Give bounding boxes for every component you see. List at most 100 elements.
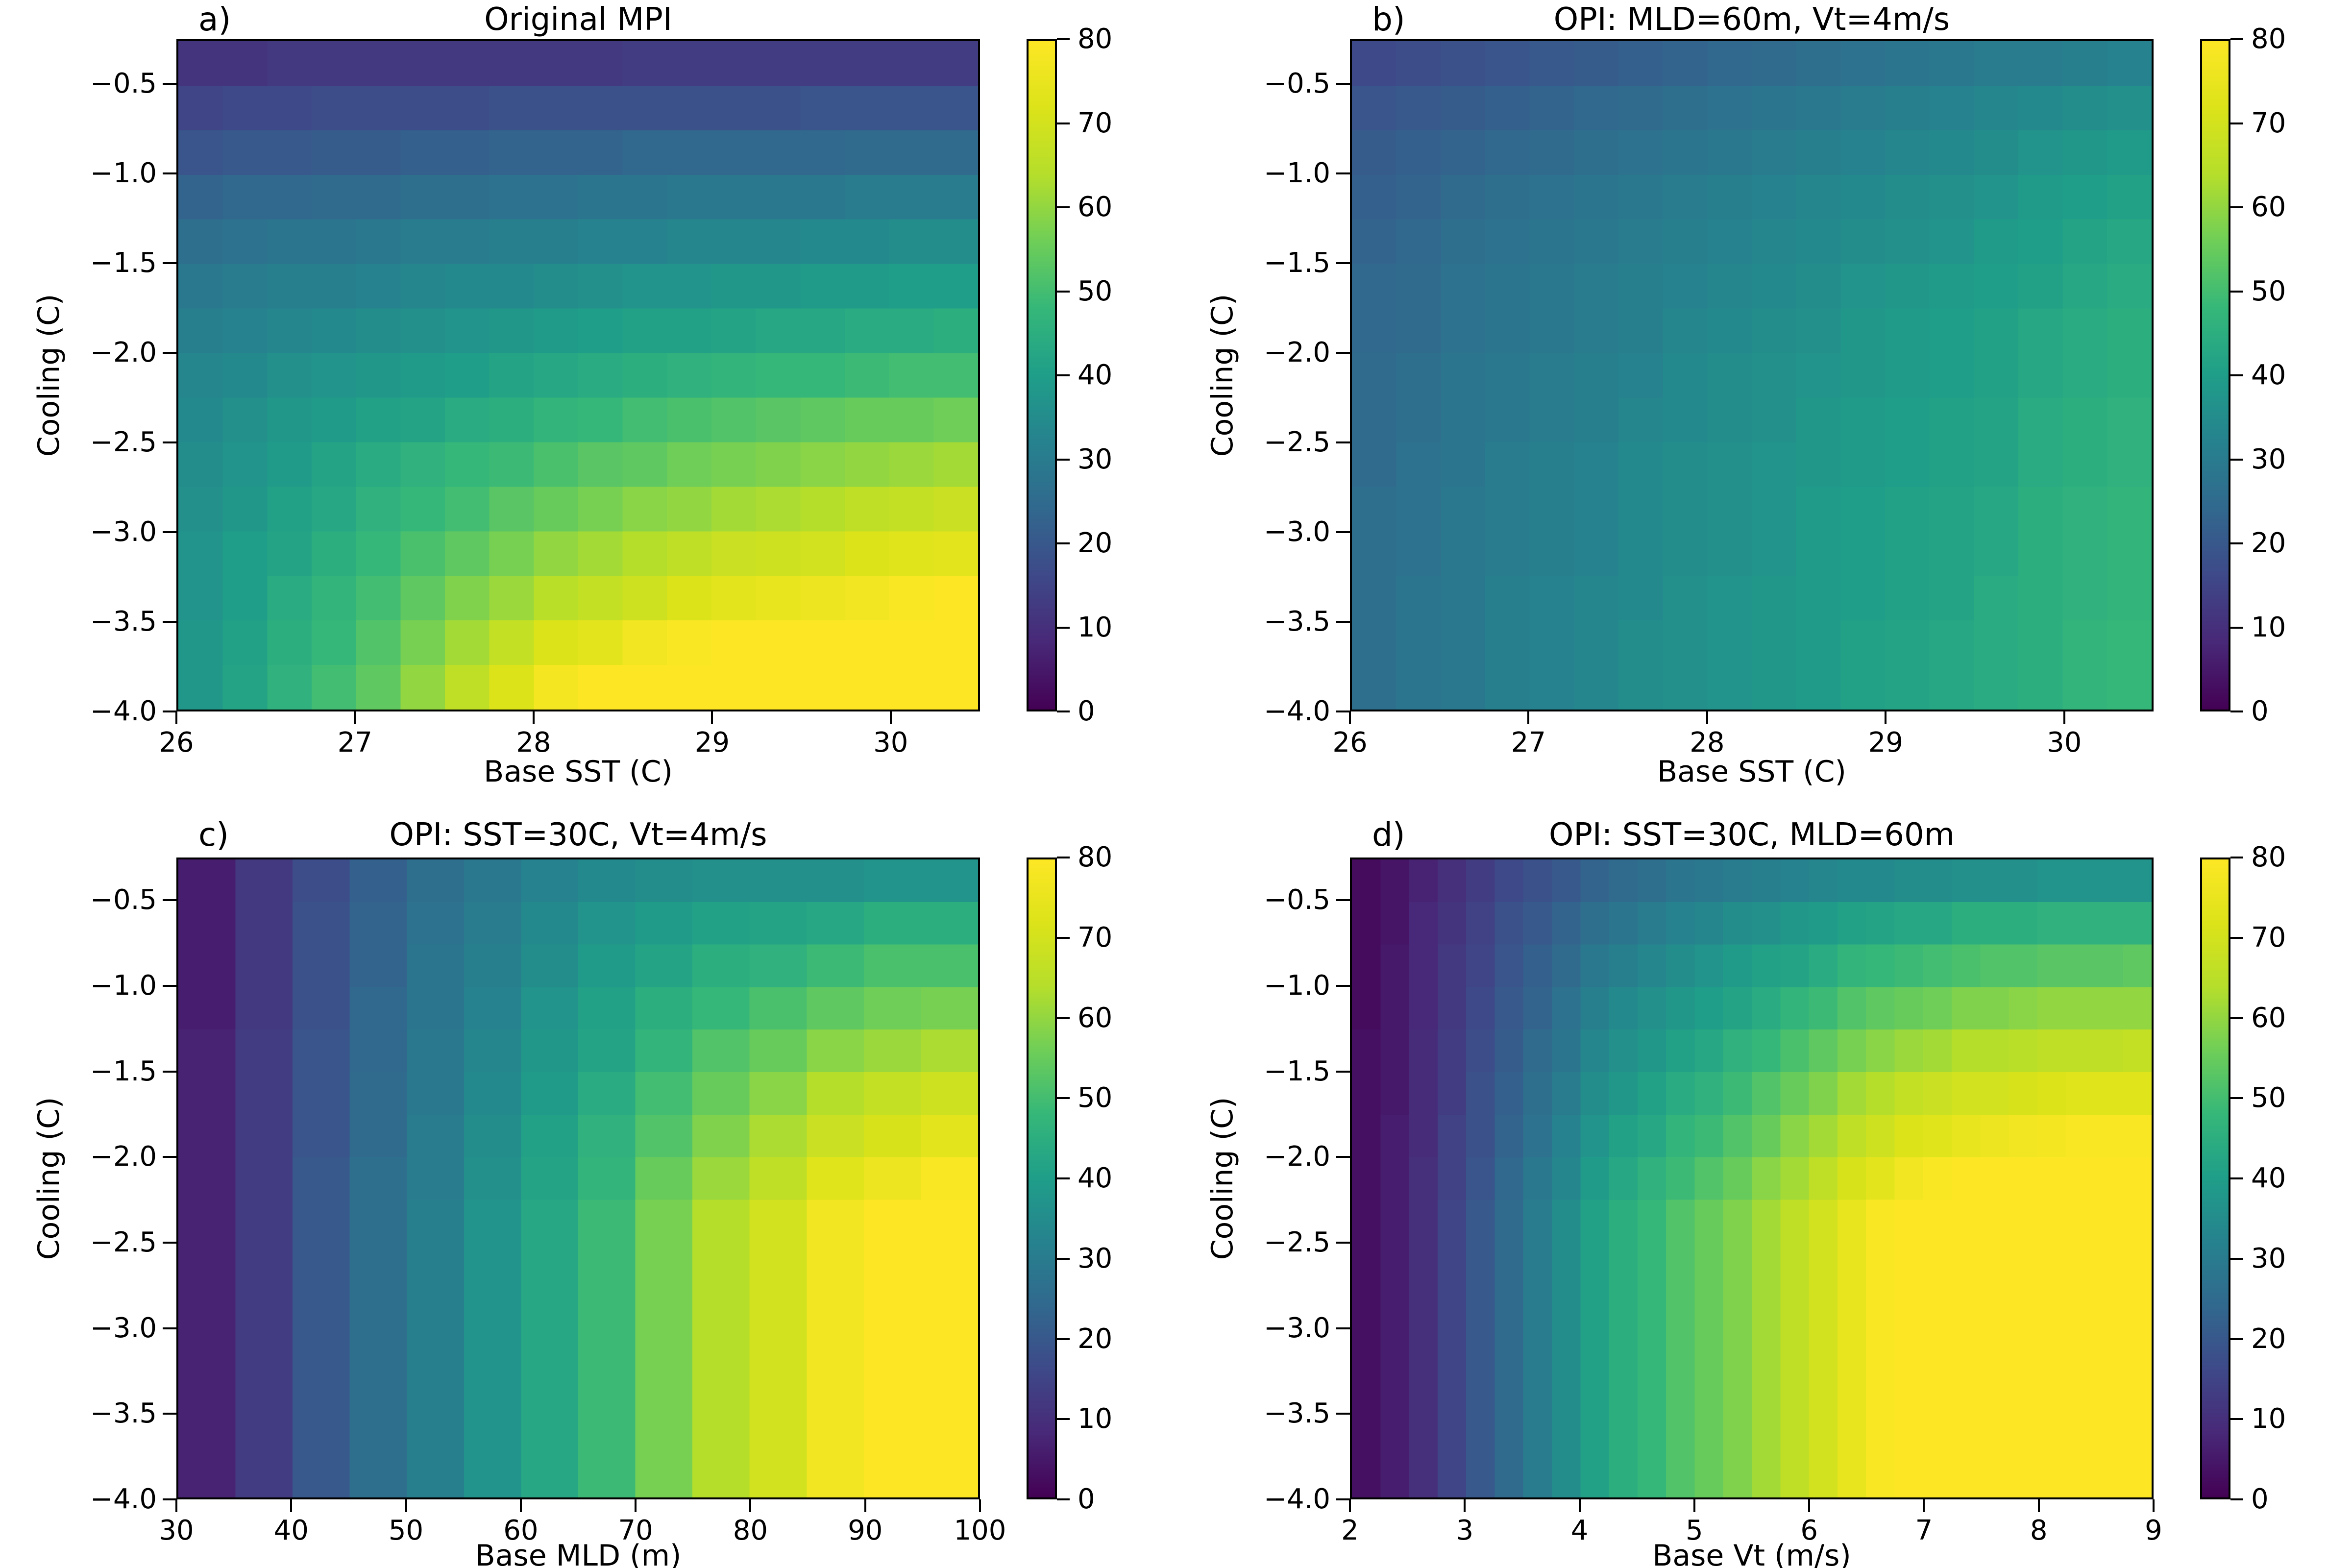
x-tick-label: 29 [694, 727, 730, 759]
x-tick-label: 6 [1800, 1515, 1818, 1546]
panel-d-title: OPI: SST=30C, MLD=60m [1548, 817, 1955, 853]
y-tick-label: −4.0 [90, 1483, 157, 1515]
colorbar-tick-label: 40 [1078, 1162, 1113, 1194]
y-tick-mark [1336, 899, 1350, 902]
colorbar-tick-label: 10 [1078, 611, 1113, 643]
panel-c-plot-area [176, 858, 980, 1499]
panel-d-letter: d) [1372, 816, 1405, 854]
y-tick-mark [163, 621, 176, 623]
colorbar-tick-mark [2230, 290, 2243, 293]
x-tick-label: 40 [273, 1515, 309, 1546]
y-tick-label: −3.5 [90, 1397, 157, 1430]
x-tick-label: 8 [2030, 1515, 2048, 1546]
colorbar-tick-mark [2230, 626, 2243, 629]
x-tick-label: 28 [1690, 727, 1725, 759]
colorbar-tick-label: 30 [2251, 443, 2286, 475]
colorbar-tick-mark [1057, 1498, 1070, 1500]
colorbar-tick-mark [2230, 1418, 2243, 1421]
colorbar-tick-mark [2230, 206, 2243, 208]
y-tick-mark [1336, 83, 1350, 85]
colorbar-tick-label: 30 [1078, 1242, 1113, 1274]
colorbar-tick-label: 70 [2251, 921, 2286, 954]
y-tick-label: −3.0 [1264, 1312, 1330, 1344]
x-tick-mark [1885, 711, 1887, 724]
panel-b-title: OPI: MLD=60m, Vt=4m/s [1553, 1, 1950, 38]
colorbar-tick-mark [2230, 374, 2243, 376]
y-tick-label: −3.0 [90, 516, 157, 548]
y-tick-mark [1336, 1156, 1350, 1158]
y-tick-label: −0.5 [1264, 884, 1330, 916]
y-tick-mark [163, 441, 176, 444]
colorbar-tick-label: 50 [2251, 275, 2286, 307]
colorbar-tick-mark [2230, 1338, 2243, 1340]
y-tick-label: −2.0 [90, 1141, 157, 1173]
x-tick-mark [2153, 1499, 2155, 1512]
y-tick-mark [1336, 621, 1350, 623]
y-tick-mark [1336, 1413, 1350, 1415]
colorbar-tick-mark [2230, 1097, 2243, 1100]
x-tick-label: 27 [1511, 727, 1546, 759]
panel-b-heatmap [1352, 41, 2152, 710]
y-tick-mark [1336, 172, 1350, 175]
colorbar-tick-mark [1057, 1097, 1070, 1100]
colorbar-tick-mark [2230, 458, 2243, 461]
y-tick-label: −1.0 [90, 157, 157, 190]
y-tick-mark [163, 1242, 176, 1244]
colorbar-tick-mark [2230, 542, 2243, 544]
colorbar-tick-label: 0 [1078, 695, 1095, 727]
y-tick-mark [1336, 1327, 1350, 1329]
x-tick-label: 4 [1570, 1515, 1589, 1546]
panel-d-colorbar [2200, 858, 2230, 1499]
x-tick-mark [979, 1499, 981, 1512]
y-tick-mark [1336, 262, 1350, 265]
colorbar-tick-label: 10 [1078, 1403, 1113, 1435]
x-tick-mark [405, 1499, 407, 1512]
panel-d-xlabel: Base Vt (m/s) [1652, 1539, 1851, 1568]
panel-c-letter: c) [198, 816, 229, 854]
panel-a-heatmap [178, 41, 978, 710]
y-tick-mark [163, 1327, 176, 1329]
x-tick-label: 50 [388, 1515, 424, 1546]
y-tick-label: −1.5 [90, 247, 157, 279]
colorbar-tick-mark [2230, 710, 2243, 712]
y-tick-mark [163, 531, 176, 534]
y-tick-mark [163, 1413, 176, 1415]
colorbar-tick-mark [1057, 1257, 1070, 1260]
y-tick-label: −2.5 [1264, 426, 1330, 459]
y-tick-mark [1336, 531, 1350, 534]
y-tick-label: −4.0 [1264, 1483, 1330, 1515]
panel-a-plot-area [176, 39, 980, 711]
colorbar-tick-mark [1057, 936, 1070, 939]
x-tick-label: 27 [337, 727, 373, 759]
panel-c-colorbar [1027, 858, 1057, 1499]
colorbar-tick-label: 10 [2251, 1403, 2286, 1435]
colorbar-tick-label: 50 [1078, 275, 1113, 307]
y-tick-label: −2.5 [90, 1226, 157, 1258]
x-tick-mark [532, 711, 535, 724]
x-tick-mark [175, 711, 177, 724]
panel-b-xlabel: Base SST (C) [1657, 755, 1846, 789]
y-tick-label: −2.5 [1264, 1226, 1330, 1258]
y-tick-label: −1.5 [1264, 247, 1330, 279]
y-tick-label: −4.0 [90, 695, 157, 727]
colorbar-tick-mark [1057, 458, 1070, 461]
y-tick-mark [163, 1156, 176, 1158]
x-tick-mark [864, 1499, 866, 1512]
colorbar-tick-mark [1057, 1177, 1070, 1179]
panel-a-title: Original MPI [484, 1, 672, 38]
colorbar-tick-mark [1057, 1338, 1070, 1340]
y-tick-label: −2.5 [90, 426, 157, 459]
x-tick-mark [1464, 1499, 1466, 1512]
y-tick-label: −0.5 [90, 884, 157, 916]
colorbar-tick-mark [2230, 1177, 2243, 1179]
y-tick-label: −2.0 [1264, 1141, 1330, 1173]
x-tick-mark [1349, 1499, 1351, 1512]
y-tick-mark [1336, 710, 1350, 712]
colorbar-tick-label: 60 [1078, 1002, 1113, 1034]
x-tick-label: 30 [2047, 727, 2082, 759]
y-tick-label: −2.0 [1264, 337, 1330, 369]
colorbar-tick-mark [2230, 122, 2243, 124]
colorbar-tick-mark [1057, 626, 1070, 629]
